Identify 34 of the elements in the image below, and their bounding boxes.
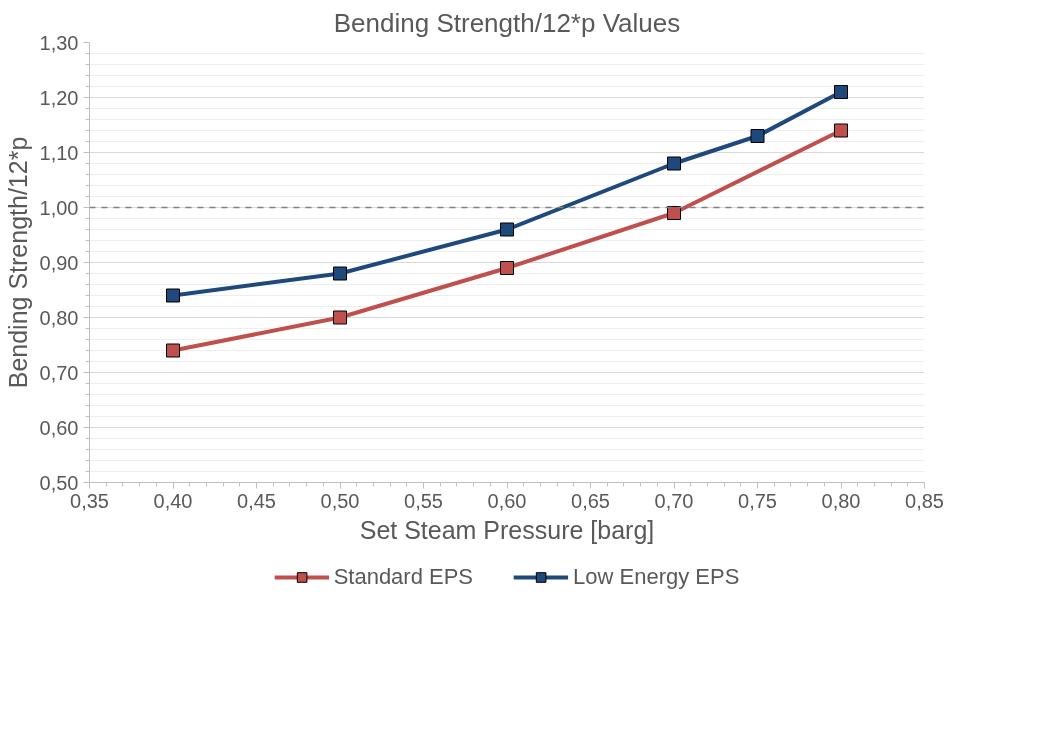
y-tick-label: 1,20 [39, 86, 79, 109]
y-tick-label: 1,00 [39, 196, 79, 219]
point [333, 310, 347, 325]
x-tick-label: 0,70 [654, 489, 694, 512]
point [667, 206, 681, 220]
x-tick-label: 0,65 [571, 489, 610, 512]
point [500, 222, 514, 237]
x-tick-label: 0,80 [821, 489, 861, 512]
x-tick-label: 0,45 [237, 489, 276, 512]
point [834, 123, 848, 138]
point [166, 288, 180, 303]
x-tick-label: 0,85 [905, 489, 944, 512]
y-tick-label: 0,60 [39, 416, 79, 439]
x-tick-label: 0,60 [487, 489, 527, 512]
y-axis-title: Bending Strength/12*p [3, 136, 32, 389]
legend-label: Standard EPS [333, 564, 474, 590]
point [834, 85, 848, 99]
x-axis-title: Set Steam Pressure [barg] [359, 515, 655, 544]
point [166, 343, 180, 358]
point [750, 129, 765, 143]
x-tick-label: 0,40 [153, 489, 193, 512]
point [667, 156, 681, 171]
y-tick-label: 0,70 [39, 361, 79, 384]
y-tick-label: 0,80 [39, 306, 79, 329]
point [500, 261, 514, 275]
x-tick-label: 0,75 [738, 489, 777, 512]
legend-label: Low Energy EPS [573, 564, 740, 590]
point [333, 266, 347, 281]
x-tick-label: 0,55 [404, 489, 443, 512]
y-tick-label: 1,10 [39, 141, 79, 164]
chart-title: Bending Strength/12*p Values [333, 7, 681, 38]
x-tick-label: 0,50 [320, 489, 360, 512]
y-tick-label: 1,30 [39, 31, 79, 54]
y-tick-label: 0,90 [39, 251, 79, 274]
